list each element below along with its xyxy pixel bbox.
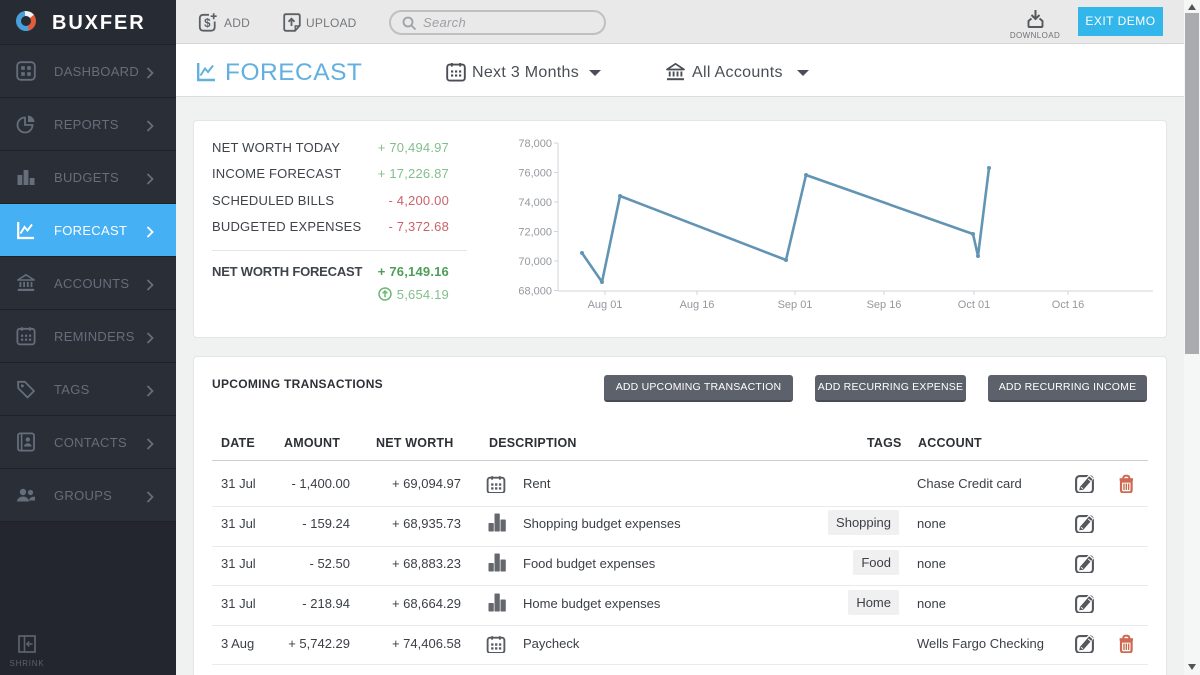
svg-text:Oct 16: Oct 16: [1052, 299, 1084, 311]
svg-text:Aug 01: Aug 01: [588, 299, 623, 311]
svg-text:78,000: 78,000: [518, 138, 552, 150]
svg-text:74,000: 74,000: [518, 197, 552, 209]
svg-text:68,000: 68,000: [518, 286, 552, 298]
svg-text:Oct 01: Oct 01: [958, 299, 990, 311]
svg-text:Sep 16: Sep 16: [867, 299, 902, 311]
svg-text:$: $: [204, 18, 211, 30]
svg-text:Sep 01: Sep 01: [778, 299, 813, 311]
svg-text:72,000: 72,000: [518, 227, 552, 239]
svg-text:Aug 16: Aug 16: [680, 299, 715, 311]
svg-text:70,000: 70,000: [518, 256, 552, 268]
svg-text:76,000: 76,000: [518, 168, 552, 180]
